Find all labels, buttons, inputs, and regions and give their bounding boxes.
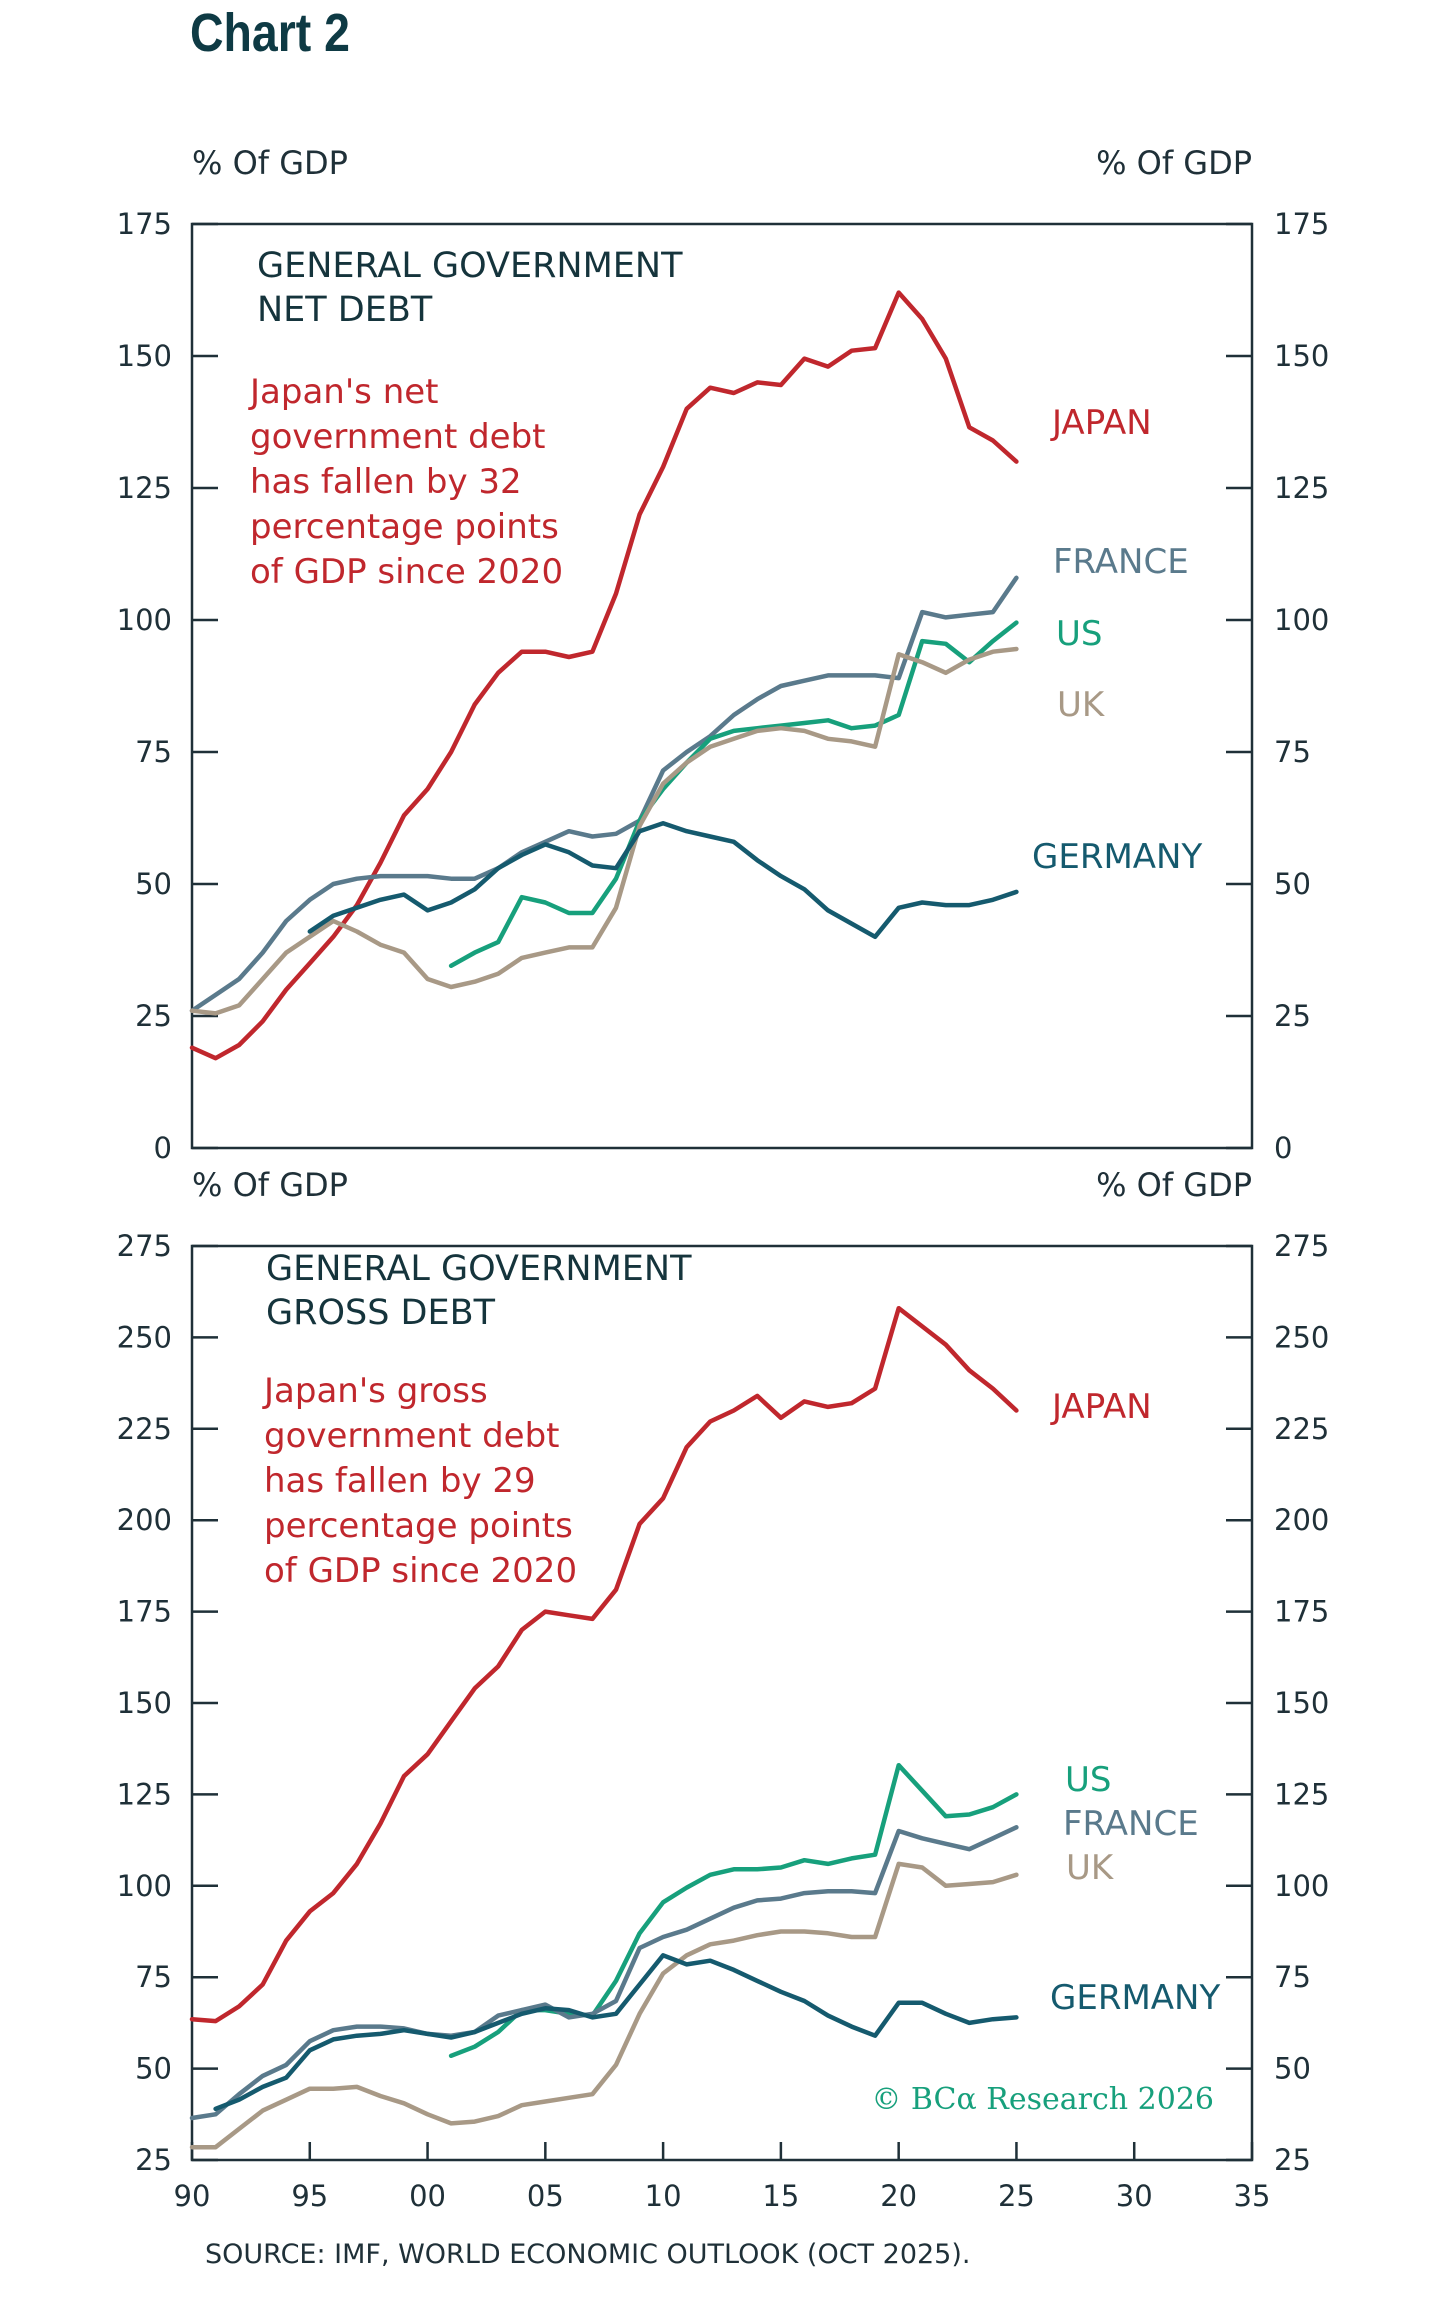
y-tick-label-left: 200 [117,1503,172,1537]
y-tick-label-right: 25 [1274,2143,1311,2177]
annotation-line: Japan's gross [262,1371,488,1411]
plot-frame [190,222,1254,1150]
y-tick-label-left: 175 [117,207,172,241]
y-tick-label-left: 25 [135,999,172,1033]
y-tick-label-right: 275 [1274,1229,1329,1263]
y-tick-label-right: 100 [1274,1869,1329,1903]
x-tick-label: 10 [645,2179,682,2213]
y-axis-label-left: % Of GDP [192,144,348,182]
y-tick-label-right: 175 [1274,207,1329,241]
annotation-line: has fallen by 32 [250,462,522,502]
y-axis-label-right: % Of GDP [1096,1166,1252,1204]
y-tick-label-left: 225 [117,1412,172,1446]
y-tick-label-right: 0 [1274,1131,1292,1165]
annotation-line: Japan's net [248,372,439,412]
x-tick-label: 35 [1234,2179,1271,2213]
series-line-france [189,575,1019,1013]
series-line-japan [189,290,1019,1061]
source-text: SOURCE: IMF, WORLD ECONOMIC OUTLOOK (OCT… [205,2239,970,2270]
y-tick-label-left: 0 [154,1131,172,1165]
series-line-uk [189,646,1019,1016]
y-tick-label-left: 275 [117,1229,172,1263]
series-line-germany [213,1953,1019,2112]
y-tick-label-left: 250 [117,1320,172,1354]
chart-title: Chart 2 [190,3,351,63]
series-label-uk: UK [1057,685,1106,725]
series-label-us: US [1065,1760,1111,1800]
y-tick-label-right: 150 [1274,339,1329,373]
y-tick-label-left: 150 [117,1686,172,1720]
series-line-germany [307,821,1019,940]
y-tick-label-left: 50 [135,2052,172,2086]
x-tick-label: 15 [762,2179,799,2213]
series-label-france: FRANCE [1053,542,1189,582]
series-label-germany: GERMANY [1050,1978,1220,2018]
panel-title-line: NET DEBT [257,290,433,330]
x-tick-label: 05 [527,2179,564,2213]
y-tick-label-right: 175 [1274,1595,1329,1629]
y-tick-label-left: 50 [135,867,172,901]
annotation-line: percentage points [250,507,559,547]
annotation-line: of GDP since 2020 [264,1551,577,1591]
y-tick-label-left: 150 [117,339,172,373]
annotation-line: has fallen by 29 [264,1461,536,1501]
credit-text: © BCα Research 2026 [871,2082,1214,2117]
y-tick-label-left: 100 [117,603,172,637]
y-tick-label-left: 125 [117,471,172,505]
y-tick-label-left: 25 [135,2143,172,2177]
x-tick-label: 00 [409,2179,446,2213]
x-tick-label: 30 [1116,2179,1153,2213]
annotation-line: of GDP since 2020 [250,552,563,592]
series-label-uk: UK [1066,1848,1115,1888]
y-tick-label-right: 250 [1274,1320,1329,1354]
series-label-germany: GERMANY [1032,837,1202,877]
x-tick-label: 20 [880,2179,917,2213]
y-tick-label-right: 75 [1274,735,1311,769]
x-tick-label: 90 [174,2179,211,2213]
y-tick-label-right: 25 [1274,999,1311,1033]
x-tick-label: 25 [998,2179,1035,2213]
y-tick-label-right: 125 [1274,1777,1329,1811]
panel-title-line: GENERAL GOVERNMENT [257,246,683,286]
x-tick-label: 95 [291,2179,328,2213]
series-label-france: FRANCE [1063,1804,1199,1844]
y-tick-label-left: 75 [135,735,172,769]
y-tick-label-left: 75 [135,1960,172,1994]
annotation-line: government debt [264,1416,560,1456]
y-axis-label-left: % Of GDP [192,1166,348,1204]
y-tick-label-right: 100 [1274,603,1329,637]
y-tick-label-right: 225 [1274,1412,1329,1446]
panel-title-line: GENERAL GOVERNMENT [266,1249,692,1289]
series-label-japan: JAPAN [1050,403,1152,443]
y-tick-label-right: 75 [1274,1960,1311,1994]
series-line-uk [189,1861,1019,2150]
annotation-line: government debt [250,417,546,457]
y-tick-label-right: 150 [1274,1686,1329,1720]
series-line-japan [189,1305,1019,2024]
y-axis-label-right: % Of GDP [1096,144,1252,182]
y-tick-label-right: 50 [1274,867,1311,901]
series-line-france [189,1825,1019,2121]
annotation-line: percentage points [264,1506,573,1546]
y-tick-label-left: 175 [117,1595,172,1629]
series-line-us [448,620,1019,969]
panel-title-line: GROSS DEBT [266,1293,496,1333]
y-tick-label-right: 50 [1274,2052,1311,2086]
y-tick-label-right: 125 [1274,471,1329,505]
series-label-us: US [1056,614,1102,654]
y-tick-label-right: 200 [1274,1503,1329,1537]
y-tick-label-left: 100 [117,1869,172,1903]
series-label-japan: JAPAN [1050,1387,1152,1427]
y-tick-label-left: 125 [117,1777,172,1811]
